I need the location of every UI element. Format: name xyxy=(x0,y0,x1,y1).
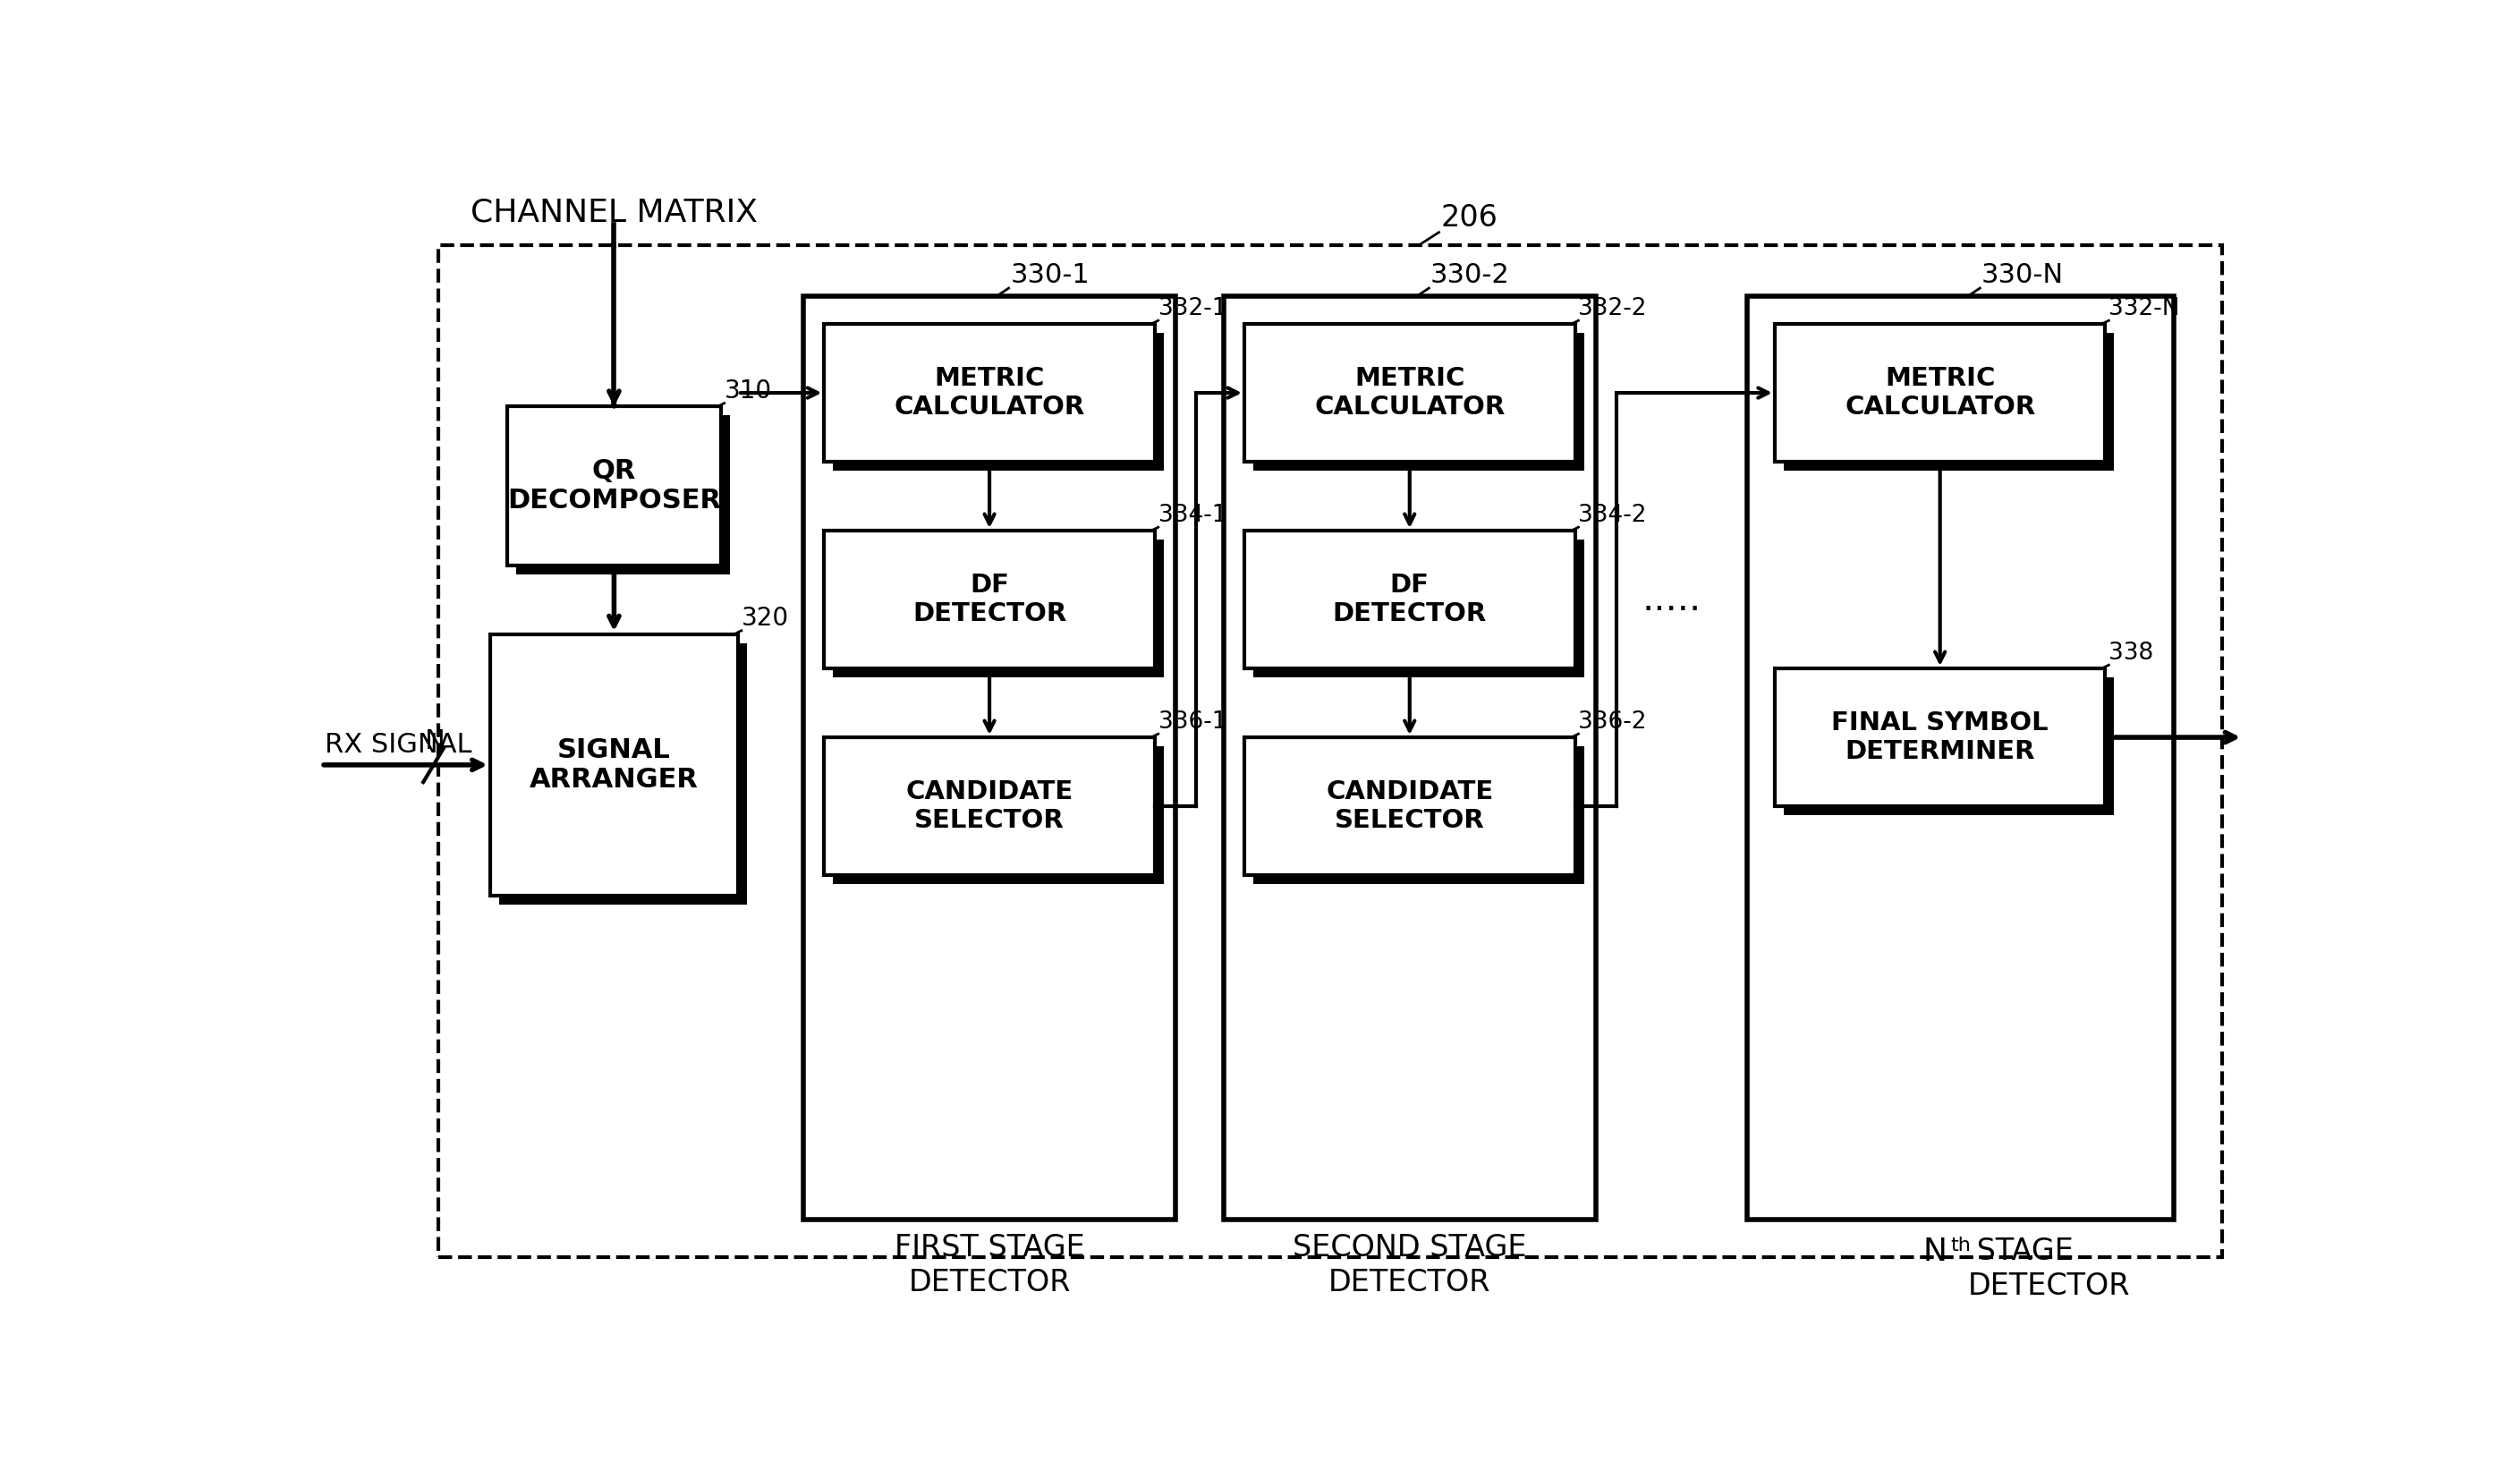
Bar xyxy=(1252,746,1585,884)
Text: CANDIDATE
SELECTOR: CANDIDATE SELECTOR xyxy=(1326,780,1494,833)
Bar xyxy=(1784,678,2114,815)
Bar xyxy=(834,746,1164,884)
Text: RX SIGNAL: RX SIGNAL xyxy=(325,733,471,758)
Text: N: N xyxy=(426,728,446,755)
Text: QR
DECOMPOSER: QR DECOMPOSER xyxy=(507,457,721,513)
Text: 336-2: 336-2 xyxy=(1578,710,1648,734)
Bar xyxy=(824,324,1154,462)
Text: 330-N: 330-N xyxy=(1981,262,2064,288)
Text: STAGE
DETECTOR: STAGE DETECTOR xyxy=(1968,1237,2129,1300)
Text: FINAL SYMBOL
DETERMINER: FINAL SYMBOL DETERMINER xyxy=(1832,710,2049,765)
Text: N: N xyxy=(1923,1237,1948,1268)
Bar xyxy=(1774,668,2104,806)
Bar xyxy=(824,531,1154,668)
Bar xyxy=(1245,324,1575,462)
Bar xyxy=(804,296,1174,1219)
Text: FIRST STAGE
DETECTOR: FIRST STAGE DETECTOR xyxy=(895,1233,1084,1297)
Bar xyxy=(1774,324,2104,462)
Bar xyxy=(1225,296,1595,1219)
Bar xyxy=(1252,332,1585,471)
Bar xyxy=(834,332,1164,471)
Text: 330-2: 330-2 xyxy=(1431,262,1509,288)
Bar xyxy=(517,416,731,574)
Text: 332-2: 332-2 xyxy=(1578,297,1648,321)
Text: .....: ..... xyxy=(1641,581,1701,618)
Text: 338: 338 xyxy=(2109,641,2155,665)
Text: DF
DETECTOR: DF DETECTOR xyxy=(1333,572,1487,627)
Text: SECOND STAGE
DETECTOR: SECOND STAGE DETECTOR xyxy=(1293,1233,1527,1297)
Text: 310: 310 xyxy=(723,378,771,403)
Text: 330-1: 330-1 xyxy=(1011,262,1089,288)
Bar xyxy=(1784,332,2114,471)
Text: 336-1: 336-1 xyxy=(1159,710,1227,734)
Bar xyxy=(1252,540,1585,678)
Bar xyxy=(489,634,738,896)
Text: CHANNEL MATRIX: CHANNEL MATRIX xyxy=(471,197,759,228)
Bar xyxy=(438,244,2223,1258)
Text: 334-2: 334-2 xyxy=(1578,505,1648,527)
Text: METRIC
CALCULATOR: METRIC CALCULATOR xyxy=(895,366,1084,419)
Bar xyxy=(824,737,1154,875)
Text: DF
DETECTOR: DF DETECTOR xyxy=(912,572,1066,627)
Text: CANDIDATE
SELECTOR: CANDIDATE SELECTOR xyxy=(905,780,1074,833)
Text: 320: 320 xyxy=(741,606,789,631)
Text: th: th xyxy=(1950,1237,1971,1255)
Bar xyxy=(1245,737,1575,875)
Text: 332-N: 332-N xyxy=(2109,297,2180,321)
Text: 332-1: 332-1 xyxy=(1159,297,1227,321)
Bar xyxy=(1746,296,2175,1219)
Text: METRIC
CALCULATOR: METRIC CALCULATOR xyxy=(1845,366,2036,419)
Bar xyxy=(499,643,746,905)
Text: 206: 206 xyxy=(1441,203,1497,232)
Text: SIGNAL
ARRANGER: SIGNAL ARRANGER xyxy=(529,737,698,793)
Bar xyxy=(1245,531,1575,668)
Bar xyxy=(834,540,1164,678)
Bar xyxy=(507,406,721,565)
Text: 334-1: 334-1 xyxy=(1159,505,1227,527)
Text: METRIC
CALCULATOR: METRIC CALCULATOR xyxy=(1315,366,1504,419)
